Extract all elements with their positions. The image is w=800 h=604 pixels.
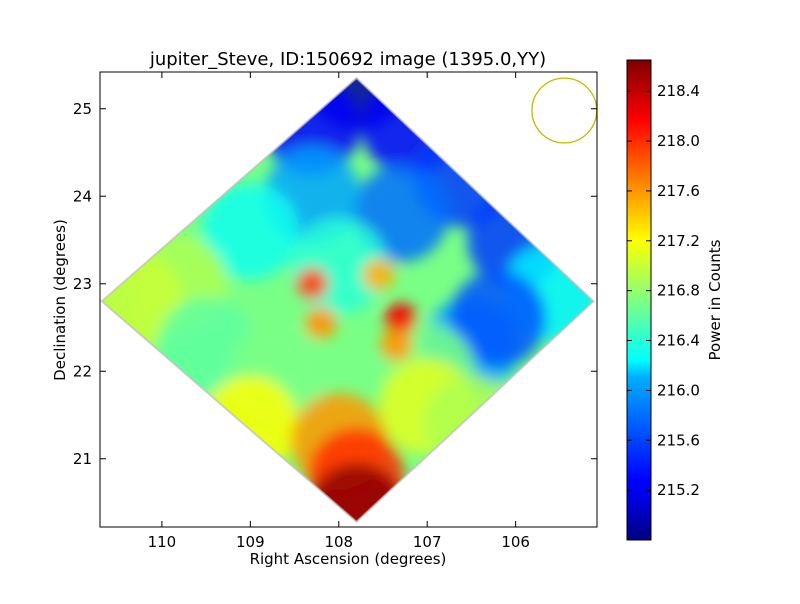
footprint-edge (100, 76, 595, 524)
colorbar-label: Power in Counts (706, 239, 724, 360)
colorbar-tick-label: 215.6 (657, 431, 700, 449)
beam-circle (531, 77, 597, 144)
field-sample (308, 463, 405, 522)
y-tick-label: 21 (73, 450, 92, 468)
colorbar-tick-label: 218.4 (657, 82, 700, 100)
y-tick-label: 23 (73, 275, 92, 293)
x-ticks: 110 109 108 107 106 (148, 72, 530, 551)
y-tick-label: 22 (73, 362, 92, 380)
x-tick-label: 107 (413, 533, 442, 551)
field-sample (202, 375, 299, 472)
colorbar-tick-label: 217.2 (657, 232, 700, 250)
y-tick-label: 24 (73, 187, 92, 205)
axes-frame (99, 71, 598, 528)
colorbar-tick-label: 217.6 (657, 182, 700, 200)
field-sample (449, 270, 547, 367)
field-samples (101, 78, 594, 522)
x-axis-label: Right Ascension (degrees) (250, 550, 447, 568)
field-sample (362, 259, 395, 291)
colorbar (626, 59, 652, 541)
field-sample (380, 329, 413, 361)
x-tick-label: 108 (324, 533, 353, 551)
x-tick-label: 110 (148, 533, 177, 551)
field-sample (305, 307, 337, 339)
field-sample (423, 375, 520, 472)
field-sample (384, 302, 417, 335)
chart-title: jupiter_Steve, ID:150692 image (1395.0,Y… (149, 49, 546, 70)
y-tick-label: 25 (73, 100, 92, 118)
colorbar-tick-label: 216.4 (657, 332, 700, 350)
heatmap-layer (100, 76, 597, 524)
colorbar-tick-label: 216.8 (657, 282, 700, 300)
colorbar-tick-label: 218.0 (657, 132, 700, 150)
x-tick-label: 106 (501, 533, 530, 551)
x-tick-label: 109 (236, 533, 265, 551)
colorbar-tick-label: 216.0 (657, 381, 700, 399)
field-sample (202, 183, 299, 280)
y-axis-label: Declination (degrees) (51, 219, 69, 381)
field-sample (296, 268, 328, 300)
colorbar-ticks: 215.2 215.6 216.0 216.4 216.8 217.2 217.6 218.0… (627, 82, 700, 499)
colorbar-tick-label: 215.2 (657, 481, 700, 499)
y-ticks: 21 22 23 24 25 (73, 100, 597, 468)
